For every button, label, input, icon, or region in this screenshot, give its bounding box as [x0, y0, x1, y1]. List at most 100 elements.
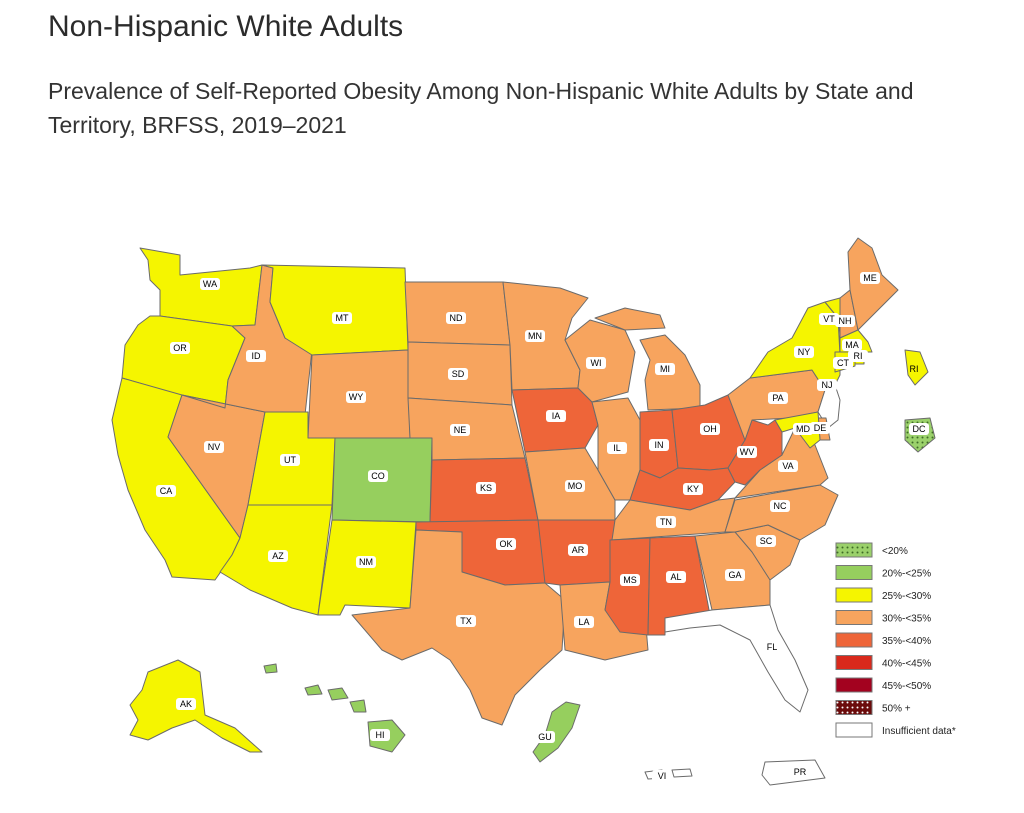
state-label-md: MD: [793, 423, 813, 435]
state-label-in: IN: [649, 439, 669, 451]
state-label-sd: SD: [448, 368, 468, 380]
legend-item-50plus: 50% +: [835, 700, 911, 715]
state-label-text: DC: [913, 424, 926, 434]
state-label-co: CO: [368, 470, 388, 482]
state-labels: WA OR CA NV ID MT WY UT AZ CO NM ND SD NE KS OK TX MN IA MO…: [156, 272, 929, 782]
legend-item-30to35: 30%-<35%: [835, 610, 931, 625]
state-label-text: NY: [798, 347, 811, 357]
state-label-text: UT: [284, 455, 296, 465]
state-label-text: WV: [740, 447, 755, 457]
state-label-or: OR: [170, 342, 190, 354]
state-label-ky: KY: [683, 483, 703, 495]
state-label-il: IL: [607, 442, 627, 454]
state-label-ak: AK: [176, 698, 196, 710]
state-label-mt: MT: [332, 312, 352, 324]
state-label-text: HI: [376, 730, 385, 740]
state-label-text: PR: [794, 767, 807, 777]
state-label-text: IN: [655, 440, 664, 450]
map-subtitle: Prevalence of Self-Reported Obesity Amon…: [48, 78, 914, 138]
state-label-gu: GU: [535, 731, 555, 743]
state-label-text: IL: [613, 443, 621, 453]
state-label-text: KS: [480, 483, 492, 493]
legend-label: 20%-<25%: [882, 569, 931, 580]
state-label-ct: CT: [833, 357, 853, 369]
state-label-dc: DC: [909, 423, 929, 435]
state-label-az: AZ: [268, 550, 288, 562]
legend-swatch: [835, 722, 873, 738]
legend-swatch: [835, 632, 873, 648]
state-label-text: CO: [371, 471, 385, 481]
legend-swatch: [835, 542, 873, 558]
state-label-text: MN: [528, 331, 542, 341]
state-label-text: OH: [703, 424, 717, 434]
state-label-text: PA: [772, 393, 783, 403]
state-label-nm: NM: [356, 556, 376, 568]
state-label-pa: PA: [768, 392, 788, 404]
state-label-hi: HI: [370, 729, 390, 741]
state-label-text: AR: [572, 545, 585, 555]
state-label-mi: MI: [655, 363, 675, 375]
state-label-mn: MN: [525, 330, 545, 342]
state-label-text: MS: [623, 575, 637, 585]
state-label-text: NM: [359, 557, 373, 567]
page-heading: Non-Hispanic White Adults: [48, 10, 404, 43]
state-GU[interactable]: [532, 701, 581, 763]
state-label-text: RI: [854, 351, 863, 361]
state-NC[interactable]: [724, 484, 839, 541]
legend-item-35to40: 35%-<40%: [835, 632, 931, 648]
state-label-text: NC: [774, 501, 787, 511]
state-label-nd: ND: [446, 312, 466, 324]
legend-label: 40%-<45%: [882, 659, 931, 670]
legend-swatch: [835, 565, 873, 580]
state-label-text: OR: [173, 343, 187, 353]
state-FL[interactable]: [664, 604, 809, 713]
state-label-ia: IA: [546, 410, 566, 422]
state-RI-inset[interactable]: [904, 349, 929, 386]
state-label-text: VI: [658, 771, 667, 781]
legend-label: 35%-<40%: [882, 636, 931, 647]
state-label-oh: OH: [700, 423, 720, 435]
state-label-id: ID: [246, 350, 266, 362]
state-label-sc: SC: [756, 535, 776, 547]
legend-label: <20%: [882, 546, 908, 557]
state-label-text: SD: [452, 369, 465, 379]
legend-item-45to50: 45%-<50%: [835, 677, 931, 693]
map-legend: <20% 20%-<25% 25%-<30% 30%-<35% 35%-<40% 40%-…: [835, 542, 956, 738]
states-layer: [111, 237, 936, 786]
state-label-tn: TN: [656, 516, 676, 528]
state-label-ri-inset: RI: [910, 364, 919, 374]
state-label-me: ME: [860, 272, 880, 284]
state-label-text: MT: [336, 313, 349, 323]
state-label-text: DE: [814, 423, 827, 433]
state-label-ny: NY: [794, 346, 814, 358]
state-label-de: DE: [810, 422, 830, 434]
state-label-text: ME: [863, 273, 877, 283]
legend-swatch: [835, 587, 873, 603]
state-label-mo: MO: [565, 480, 585, 492]
state-TX[interactable]: [351, 529, 566, 726]
state-label-text: IA: [552, 411, 561, 421]
state-label-nj: NJ: [817, 379, 837, 391]
state-label-vi: VI: [652, 770, 672, 782]
state-label-text: GA: [728, 570, 741, 580]
state-label-ks: KS: [476, 482, 496, 494]
legend-label: 25%-<30%: [882, 591, 931, 602]
state-label-text: CT: [837, 358, 849, 368]
state-label-text: NJ: [822, 380, 833, 390]
state-label-wa: WA: [200, 278, 220, 290]
legend-label: 30%-<35%: [882, 614, 931, 625]
state-label-nh: NH: [835, 315, 855, 327]
legend-label: 45%-<50%: [882, 681, 931, 692]
legend-swatch: [835, 610, 873, 625]
state-label-text: AK: [180, 699, 192, 709]
state-label-al: AL: [666, 571, 686, 583]
state-label-text: CA: [160, 486, 173, 496]
legend-label: Insufficient data*: [882, 726, 956, 737]
state-label-text: WA: [203, 279, 217, 289]
state-label-nc: NC: [770, 500, 790, 512]
state-label-text: GU: [538, 732, 552, 742]
state-label-text: VT: [823, 314, 835, 324]
state-label-text: AL: [670, 572, 681, 582]
state-MS[interactable]: [604, 537, 651, 636]
state-label-ne: NE: [450, 424, 470, 436]
